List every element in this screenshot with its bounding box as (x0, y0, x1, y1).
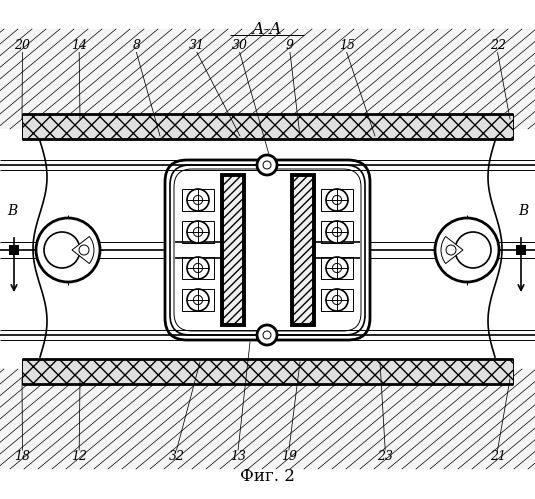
Text: 22: 22 (490, 39, 506, 52)
Circle shape (326, 221, 348, 243)
FancyBboxPatch shape (165, 160, 370, 340)
Bar (182, 289, 214, 311)
Text: 32: 32 (169, 450, 185, 463)
Text: 13: 13 (230, 450, 246, 463)
Circle shape (263, 331, 271, 339)
Bar (292, 175, 314, 325)
Circle shape (193, 228, 203, 237)
Circle shape (193, 196, 203, 205)
Text: 14: 14 (71, 39, 87, 52)
Wedge shape (441, 237, 463, 263)
Text: Фиг. 2: Фиг. 2 (240, 468, 294, 485)
Text: 15: 15 (339, 39, 355, 52)
Text: А-А: А-А (251, 21, 282, 38)
Circle shape (332, 263, 342, 272)
Bar (182, 221, 214, 243)
Bar (321, 289, 353, 311)
Text: 8: 8 (133, 39, 140, 52)
Circle shape (332, 295, 342, 304)
Bar (9, 245, 19, 255)
Circle shape (326, 289, 348, 311)
Circle shape (332, 196, 342, 205)
Bar (321, 257, 353, 279)
Circle shape (187, 257, 209, 279)
Text: 19: 19 (281, 450, 297, 463)
Text: 30: 30 (232, 39, 248, 52)
Circle shape (435, 218, 499, 282)
Circle shape (193, 263, 203, 272)
Circle shape (332, 228, 342, 237)
Circle shape (263, 161, 271, 169)
Circle shape (326, 189, 348, 211)
Text: 9: 9 (286, 39, 294, 52)
Circle shape (446, 245, 456, 255)
Circle shape (44, 232, 80, 268)
Bar (182, 189, 214, 211)
Circle shape (257, 155, 277, 175)
Bar (0, 29, 535, 129)
Bar (321, 221, 353, 243)
Circle shape (187, 189, 209, 211)
Circle shape (326, 257, 348, 279)
Bar (321, 189, 353, 211)
Text: B: B (7, 204, 17, 218)
Text: 18: 18 (14, 450, 30, 463)
Circle shape (455, 232, 491, 268)
Text: 21: 21 (490, 450, 506, 463)
Bar (22, 359, 513, 384)
Text: 20: 20 (14, 39, 30, 52)
Bar (22, 114, 513, 139)
Bar (222, 175, 244, 325)
Bar (516, 245, 526, 255)
Circle shape (257, 325, 277, 345)
Wedge shape (72, 237, 94, 263)
Bar (22, 359, 513, 384)
Bar (22, 114, 513, 139)
Circle shape (187, 221, 209, 243)
Circle shape (36, 218, 100, 282)
Circle shape (187, 289, 209, 311)
Text: 31: 31 (189, 39, 205, 52)
Text: 23: 23 (377, 450, 393, 463)
Text: B: B (518, 204, 528, 218)
Bar (182, 257, 214, 279)
Circle shape (193, 295, 203, 304)
Circle shape (79, 245, 89, 255)
Bar (222, 175, 244, 325)
Bar (292, 175, 314, 325)
Bar (0, 369, 535, 469)
Text: 12: 12 (71, 450, 87, 463)
